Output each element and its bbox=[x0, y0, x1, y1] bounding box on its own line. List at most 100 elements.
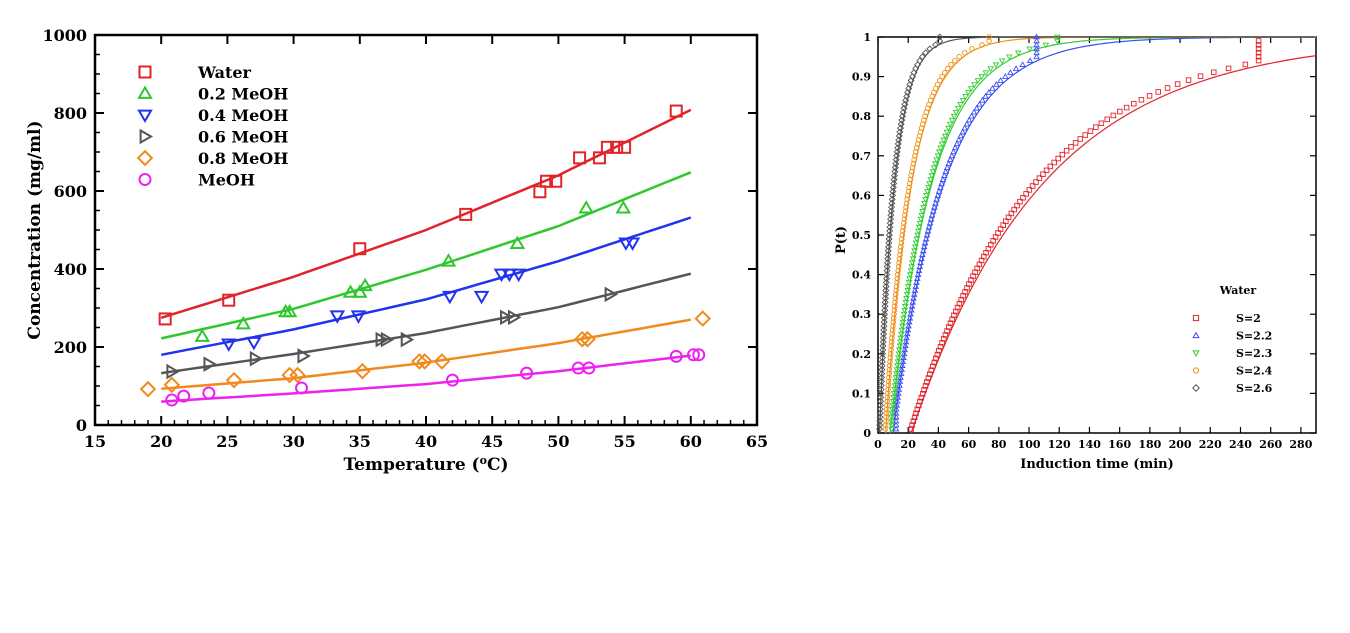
data-point-left bbox=[533, 185, 547, 199]
data-point-right bbox=[967, 86, 975, 92]
data-point-left bbox=[354, 362, 371, 380]
data-point-left bbox=[411, 353, 428, 370]
data-point-right bbox=[892, 425, 900, 432]
data-point-right bbox=[918, 394, 925, 401]
data-point-left bbox=[246, 336, 262, 351]
data-point-right bbox=[889, 191, 897, 199]
data-point-left bbox=[579, 330, 596, 348]
x-axis-label-right: Induction time (min) bbox=[1020, 457, 1174, 472]
data-point-right bbox=[883, 406, 890, 412]
data-point-right bbox=[881, 306, 889, 314]
y-tick-label-left: 800 bbox=[54, 104, 87, 123]
data-point-right bbox=[1155, 89, 1161, 95]
data-point-right bbox=[902, 342, 909, 349]
data-point-right bbox=[939, 73, 945, 80]
data-point-right bbox=[919, 251, 926, 258]
data-point-right bbox=[1014, 202, 1020, 209]
data-point-right bbox=[1012, 65, 1020, 71]
legend-label-right: S=2 bbox=[1236, 312, 1261, 325]
data-point-right bbox=[925, 375, 932, 381]
data-point-right bbox=[953, 140, 961, 147]
data-point-right bbox=[986, 38, 992, 44]
data-point-right bbox=[884, 251, 892, 259]
data-point-right bbox=[883, 410, 890, 416]
y-tick-label-right: 0.8 bbox=[852, 110, 871, 123]
data-point-right bbox=[896, 378, 904, 384]
data-point-right bbox=[1051, 159, 1057, 166]
data-point-right bbox=[880, 326, 888, 334]
data-point-right bbox=[900, 350, 908, 357]
data-point-right bbox=[887, 211, 895, 219]
data-point-right bbox=[1026, 46, 1034, 53]
data-point-right bbox=[954, 105, 962, 112]
data-point-left bbox=[473, 290, 490, 305]
data-point-right bbox=[931, 359, 938, 366]
data-point-right bbox=[937, 343, 944, 350]
data-point-right bbox=[898, 366, 906, 372]
data-point-right bbox=[936, 347, 942, 354]
data-point-left bbox=[573, 330, 591, 348]
data-point-right bbox=[943, 164, 951, 170]
data-point-right bbox=[1059, 151, 1066, 158]
data-point-left bbox=[295, 381, 309, 395]
data-point-right bbox=[904, 88, 912, 96]
data-point-left bbox=[507, 309, 522, 326]
data-point-right bbox=[921, 239, 929, 246]
data-point-right bbox=[992, 62, 1000, 69]
legend-marker-left bbox=[138, 65, 152, 79]
data-point-right bbox=[877, 397, 885, 405]
data-point-right bbox=[890, 180, 898, 188]
x-tick-label-right: 120 bbox=[1048, 438, 1071, 451]
data-point-right bbox=[886, 366, 893, 373]
data-point-right bbox=[887, 362, 893, 369]
legend-label-right: S=2.3 bbox=[1236, 347, 1272, 360]
data-point-right bbox=[890, 323, 896, 329]
data-point-right bbox=[945, 125, 952, 132]
data-point-right bbox=[896, 259, 902, 266]
data-point-right bbox=[962, 94, 969, 100]
data-point-right bbox=[891, 307, 898, 313]
y-tick-label-right: 0.9 bbox=[852, 71, 871, 84]
data-point-right bbox=[884, 247, 892, 255]
data-point-right bbox=[885, 243, 893, 251]
x-tick-label-left: 50 bbox=[547, 432, 569, 451]
y-tick-label-right: 0.2 bbox=[852, 348, 871, 361]
data-point-right bbox=[876, 425, 884, 433]
data-point-right bbox=[901, 216, 908, 222]
data-point-right bbox=[936, 33, 944, 41]
fit-line-right bbox=[910, 55, 1317, 434]
x-tick-label-left: 35 bbox=[349, 432, 371, 451]
data-point-right bbox=[1255, 46, 1262, 52]
data-point-right bbox=[882, 279, 890, 287]
data-point-left bbox=[573, 151, 587, 165]
x-tick-label-left: 60 bbox=[680, 432, 702, 451]
data-point-right bbox=[936, 37, 944, 45]
data-point-right bbox=[884, 398, 890, 405]
data-point-left bbox=[604, 286, 619, 303]
data-point-right bbox=[918, 212, 926, 219]
data-point-right bbox=[892, 417, 900, 424]
data-point-right bbox=[885, 239, 893, 247]
legend-label-left: 0.4 MeOH bbox=[198, 106, 288, 125]
data-point-left bbox=[350, 310, 367, 324]
data-point-right bbox=[907, 306, 915, 313]
data-point-left bbox=[342, 284, 359, 298]
data-point-right bbox=[950, 113, 958, 120]
data-point-right bbox=[938, 141, 946, 148]
data-point-right bbox=[905, 318, 913, 325]
data-point-left bbox=[618, 140, 632, 154]
data-point-right bbox=[909, 298, 917, 305]
data-point-right bbox=[910, 290, 918, 297]
data-point-right bbox=[922, 383, 929, 389]
data-point-right bbox=[1001, 73, 1009, 79]
y-axis-label-left: Concentration (mg/ml) bbox=[25, 120, 45, 339]
data-point-right bbox=[1007, 69, 1014, 75]
legend-marker-left bbox=[137, 85, 153, 99]
data-point-right bbox=[892, 299, 898, 306]
data-point-right bbox=[893, 148, 901, 156]
x-tick-label-right: 60 bbox=[961, 438, 977, 451]
data-point-right bbox=[915, 137, 922, 143]
data-point-right bbox=[901, 220, 907, 226]
data-point-right bbox=[1197, 73, 1204, 79]
